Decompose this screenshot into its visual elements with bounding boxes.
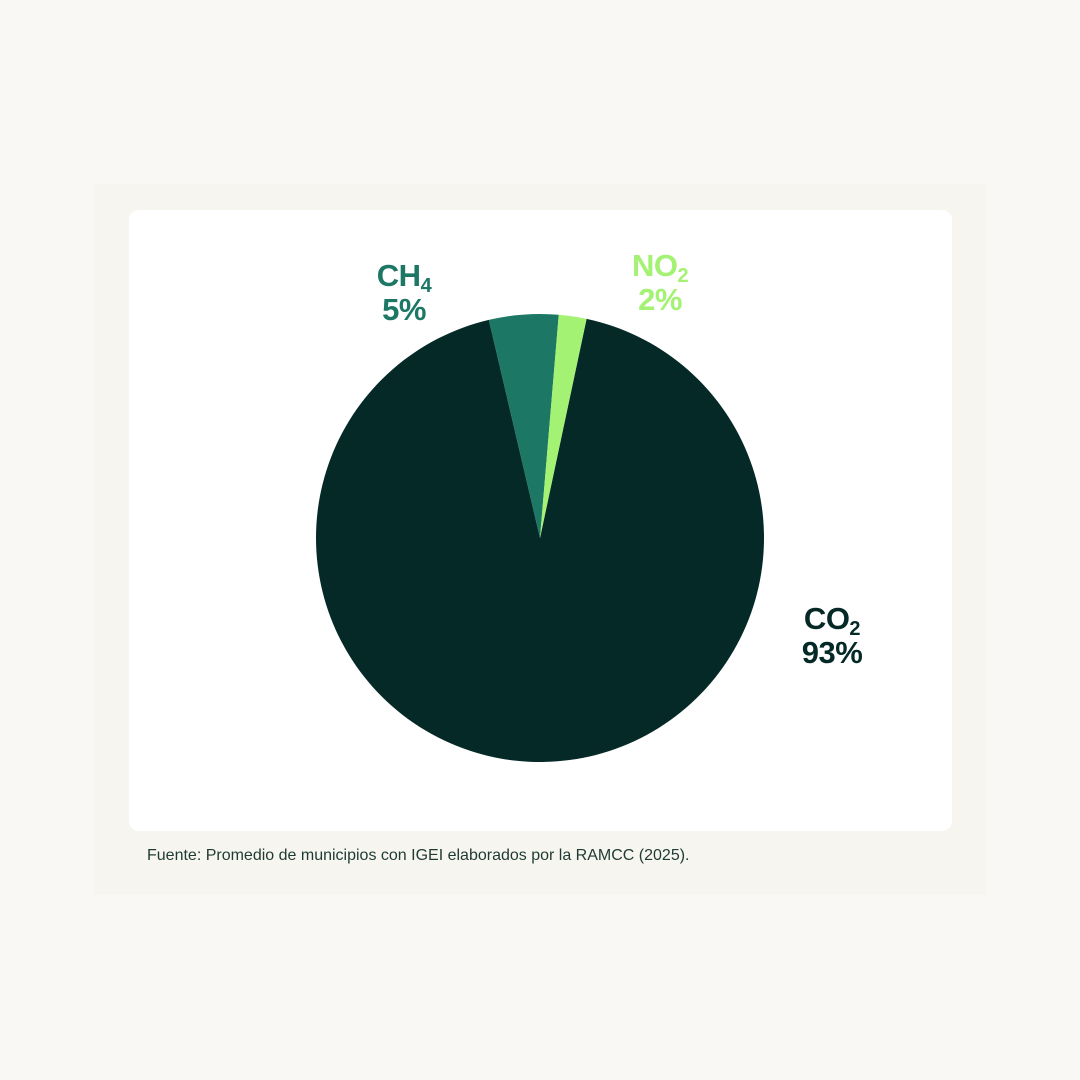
label-value: 93%	[801, 635, 863, 670]
label-subscript: 4	[420, 275, 432, 297]
pie-slice-co2	[316, 318, 765, 762]
label-name: NO	[631, 248, 678, 283]
label-value: 5%	[382, 292, 426, 327]
label-name: CO	[803, 601, 850, 636]
slice-label-co2: CO2 93%	[802, 602, 863, 670]
pie-slice-no2	[540, 314, 587, 538]
label-value: 2%	[638, 282, 682, 317]
pie-slice-ch4	[488, 314, 559, 538]
label-subscript: 2	[849, 618, 861, 640]
slice-label-ch4: CH4 5%	[376, 258, 432, 327]
label-subscript: 2	[677, 265, 689, 287]
source-note: Fuente: Promedio de municipios con IGEI …	[147, 847, 690, 864]
label-name: CH	[376, 258, 421, 293]
slice-label-no2: NO2 2%	[631, 248, 689, 317]
